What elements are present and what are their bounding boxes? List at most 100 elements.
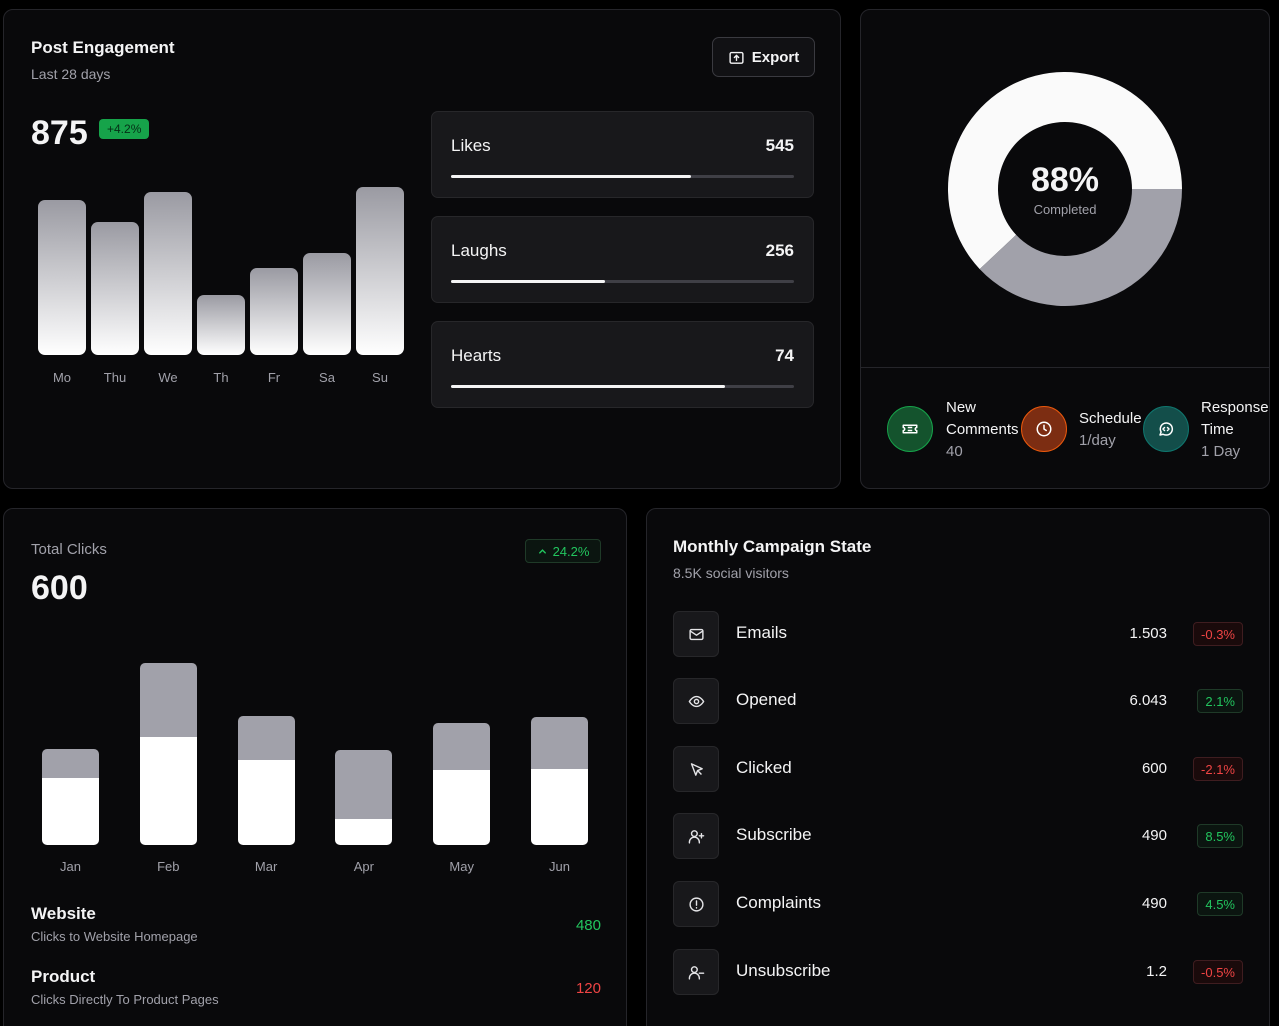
monthly-clicks-chart: [42, 659, 590, 845]
engagement-title: Post Engagement: [31, 38, 175, 57]
tick-label: May: [449, 859, 474, 874]
tick-label: Apr: [353, 859, 374, 874]
donut-slice-remaining: [979, 189, 1182, 306]
row-label: Opened: [736, 690, 797, 709]
completion-percent: 88%: [1030, 161, 1100, 199]
row-label: Unsubscribe: [736, 961, 831, 980]
monthly-campaign-card: Monthly Campaign State 8.5K social visit…: [646, 508, 1270, 1026]
campaign-row-complaints[interactable]: Complaints 490 4.5%: [673, 881, 1243, 927]
clicks-title: Total Clicks: [31, 541, 107, 558]
metric-label: Laughs: [451, 241, 507, 260]
stat-value: 1 Day: [1201, 443, 1241, 460]
user-minus-icon: [688, 965, 704, 980]
upload-icon: [729, 51, 744, 64]
clicks-total: 600: [31, 569, 88, 607]
row-change-badge: 8.5%: [1197, 824, 1243, 848]
bar-segment-lower: [139, 736, 197, 845]
row-label: Complaints: [736, 893, 822, 912]
tick-label: Fr: [267, 370, 281, 385]
progress-track: [451, 175, 794, 178]
campaign-row-subscribe[interactable]: Subscribe 490 8.5%: [673, 813, 1243, 859]
stat-label: Response Time: [1201, 399, 1269, 438]
stat-value: 1/day: [1079, 432, 1116, 449]
row-value: 1.503: [1129, 625, 1167, 642]
stat-new-comments: New Comments 40: [946, 397, 1026, 463]
source-desc: Clicks Directly To Product Pages: [31, 992, 219, 1007]
export-button[interactable]: Export: [712, 37, 815, 77]
campaign-row-opened[interactable]: Opened 6.043 2.1%: [673, 678, 1243, 724]
row-icon-box: [673, 949, 719, 995]
bar-segment-lower: [531, 768, 588, 845]
row-label: Clicked: [736, 758, 792, 777]
row-value: 490: [1141, 827, 1167, 844]
campaign-row-unsubscribe[interactable]: Unsubscribe 1.2 -0.5%: [673, 949, 1243, 995]
bar-su: [356, 186, 404, 355]
row-icon-box: [673, 881, 719, 927]
metric-laughs: Laughs 256: [431, 216, 814, 303]
bar-may: [433, 723, 491, 845]
row-change-badge: -0.5%: [1193, 960, 1243, 984]
row-icon-box: [673, 678, 719, 724]
new-comments-badge: [887, 406, 933, 452]
bar-segment-upper: [531, 716, 588, 769]
campaign-row-clicked[interactable]: Clicked 600 -2.1%: [673, 746, 1243, 792]
response-time-badge: [1143, 406, 1189, 452]
metric-label: Hearts: [451, 346, 502, 365]
row-change-badge: -0.3%: [1193, 622, 1243, 646]
bar-segment-upper: [139, 663, 197, 737]
bar-feb: [139, 663, 197, 845]
divider: [861, 367, 1269, 368]
tick-label: Jan: [60, 859, 81, 874]
progress-fill: [451, 385, 726, 388]
metric-label: Likes: [451, 136, 491, 155]
completion-card: 88% Completed New Comments 40 Schedule 1…: [860, 9, 1270, 489]
bar-segment-lower: [433, 769, 491, 845]
campaign-subtitle: 8.5K social visitors: [673, 565, 789, 581]
donut-slice-completed: [948, 71, 1182, 270]
stat-schedule: Schedule 1/day: [1079, 408, 1142, 452]
source-desc: Clicks to Website Homepage: [31, 929, 198, 944]
bar-jun: [531, 716, 588, 845]
donut-center: 88% Completed: [947, 71, 1183, 307]
weekly-axis-labels: Mo Thu We Th Fr Sa Su: [38, 370, 408, 388]
source-value: 480: [575, 917, 601, 934]
metric-likes: Likes 545: [431, 111, 814, 198]
tick-label: Mo: [52, 370, 72, 385]
campaign-row-emails[interactable]: Emails 1.503 -0.3%: [673, 611, 1243, 657]
tick-label: Thu: [103, 370, 127, 385]
engagement-subtitle: Last 28 days: [31, 66, 111, 82]
source-value: 120: [575, 980, 601, 997]
schedule-badge: [1021, 406, 1067, 452]
monthly-axis-labels: Jan Feb Mar Apr May Jun: [42, 859, 590, 877]
tick-label: Mar: [254, 859, 278, 874]
alert-circle-icon: [688, 896, 704, 912]
ticket-icon: [902, 424, 918, 434]
metric-value: 74: [775, 346, 794, 365]
row-value: 6.043: [1129, 692, 1167, 709]
stat-response-time: Response Time 1 Day: [1201, 397, 1271, 463]
bar-thu: [91, 221, 139, 355]
cursor-icon: [690, 762, 703, 776]
bar-segment-lower: [237, 760, 295, 845]
bar-segment-lower: [335, 819, 393, 845]
chevron-up-icon: [538, 548, 546, 554]
row-icon-box: [673, 611, 719, 657]
row-value: 1.2: [1146, 963, 1167, 980]
source-name: Product: [31, 967, 96, 986]
row-label: Emails: [736, 623, 788, 642]
campaign-title: Monthly Campaign State: [673, 537, 872, 556]
export-label: Export: [751, 48, 800, 66]
clicks-change-badge: 24.2%: [525, 539, 601, 563]
tick-label: We: [158, 370, 178, 385]
mail-icon: [688, 628, 704, 640]
row-value: 490: [1141, 895, 1167, 912]
tick-label: Su: [372, 370, 388, 385]
clicks-change: 24.2%: [552, 543, 590, 559]
bar-mar: [237, 715, 295, 845]
completion-caption: Completed: [1033, 202, 1097, 217]
row-change-badge: 2.1%: [1197, 689, 1243, 713]
bar-th: [197, 295, 245, 355]
completion-donut-chart: [948, 71, 1182, 306]
engagement-change-badge: +4.2%: [99, 119, 150, 139]
progress-track: [451, 280, 794, 283]
